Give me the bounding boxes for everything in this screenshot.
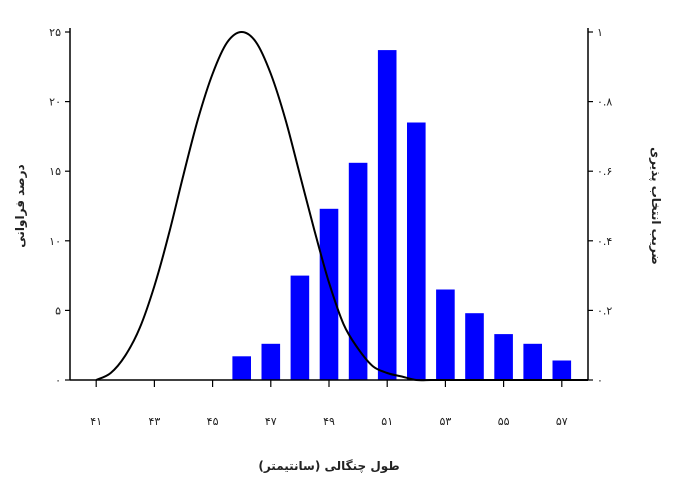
x-tick-label: ۴۷ [265,415,277,428]
x-tick-label: ۵۵ [498,415,510,428]
bar [494,334,513,380]
x-axis-title: طول چنگالی (سانتیمتر) [258,459,399,474]
x-tick-label: ۴۵ [207,415,219,428]
bar [407,122,426,380]
selectivity-curve [95,30,588,382]
labels-group: ۰ ۵ ۱۰ ۱۵ ۲۰ ۲۵ ۰ ۰.۲ ۰.۴ ۰.۶ ۰.۸ ۱ ۴۱ ۴۳ ۴۵ ۴۷ ۴۹ ۵۱ ۵۳ ۵۵… [13,26,663,474]
y-right-tick-label: ۰.۶ [597,165,612,178]
bar [465,313,484,380]
y-right-axis-title: ضریب انتخاب پذیری [649,147,663,265]
bar-series [232,50,572,380]
x-tick-label: ۵۱ [381,415,393,428]
bar [232,356,251,380]
y-left-tick-label: ۱۰ [49,235,61,248]
y-left-tick-label: ۲۵ [49,26,61,39]
bar [552,360,572,380]
x-tick-label: ۵۷ [556,415,568,428]
bar [436,289,455,380]
x-tick-label: ۴۳ [148,415,160,428]
y-left-tick-label: ۱۵ [49,165,61,178]
y-left-tick-label: ۰ [55,374,61,387]
y-right-tick-label: ۰.۲ [597,304,612,317]
bar [261,343,281,380]
y-right-tick-label: ۰ [597,374,603,387]
x-tick-label: ۵۳ [439,415,451,428]
selectivity-curve-group [95,30,588,382]
y-right-tick-label: ۰.۴ [597,235,612,248]
x-tick-label: ۴۱ [90,415,102,428]
y-left-tick-label: ۵ [55,304,61,317]
bar [377,50,397,380]
bar [290,275,310,380]
y-left-axis-title: درصد فراوانی [13,164,28,247]
y-right-tick-label: ۰.۸ [597,96,612,109]
bar [348,162,368,380]
bar [319,208,339,380]
y-right-tick-label: ۱ [597,26,603,39]
x-tick-label: ۴۹ [323,415,335,428]
y-left-tick-label: ۲۰ [49,96,61,109]
bar [523,343,542,380]
axes-group [65,28,593,387]
